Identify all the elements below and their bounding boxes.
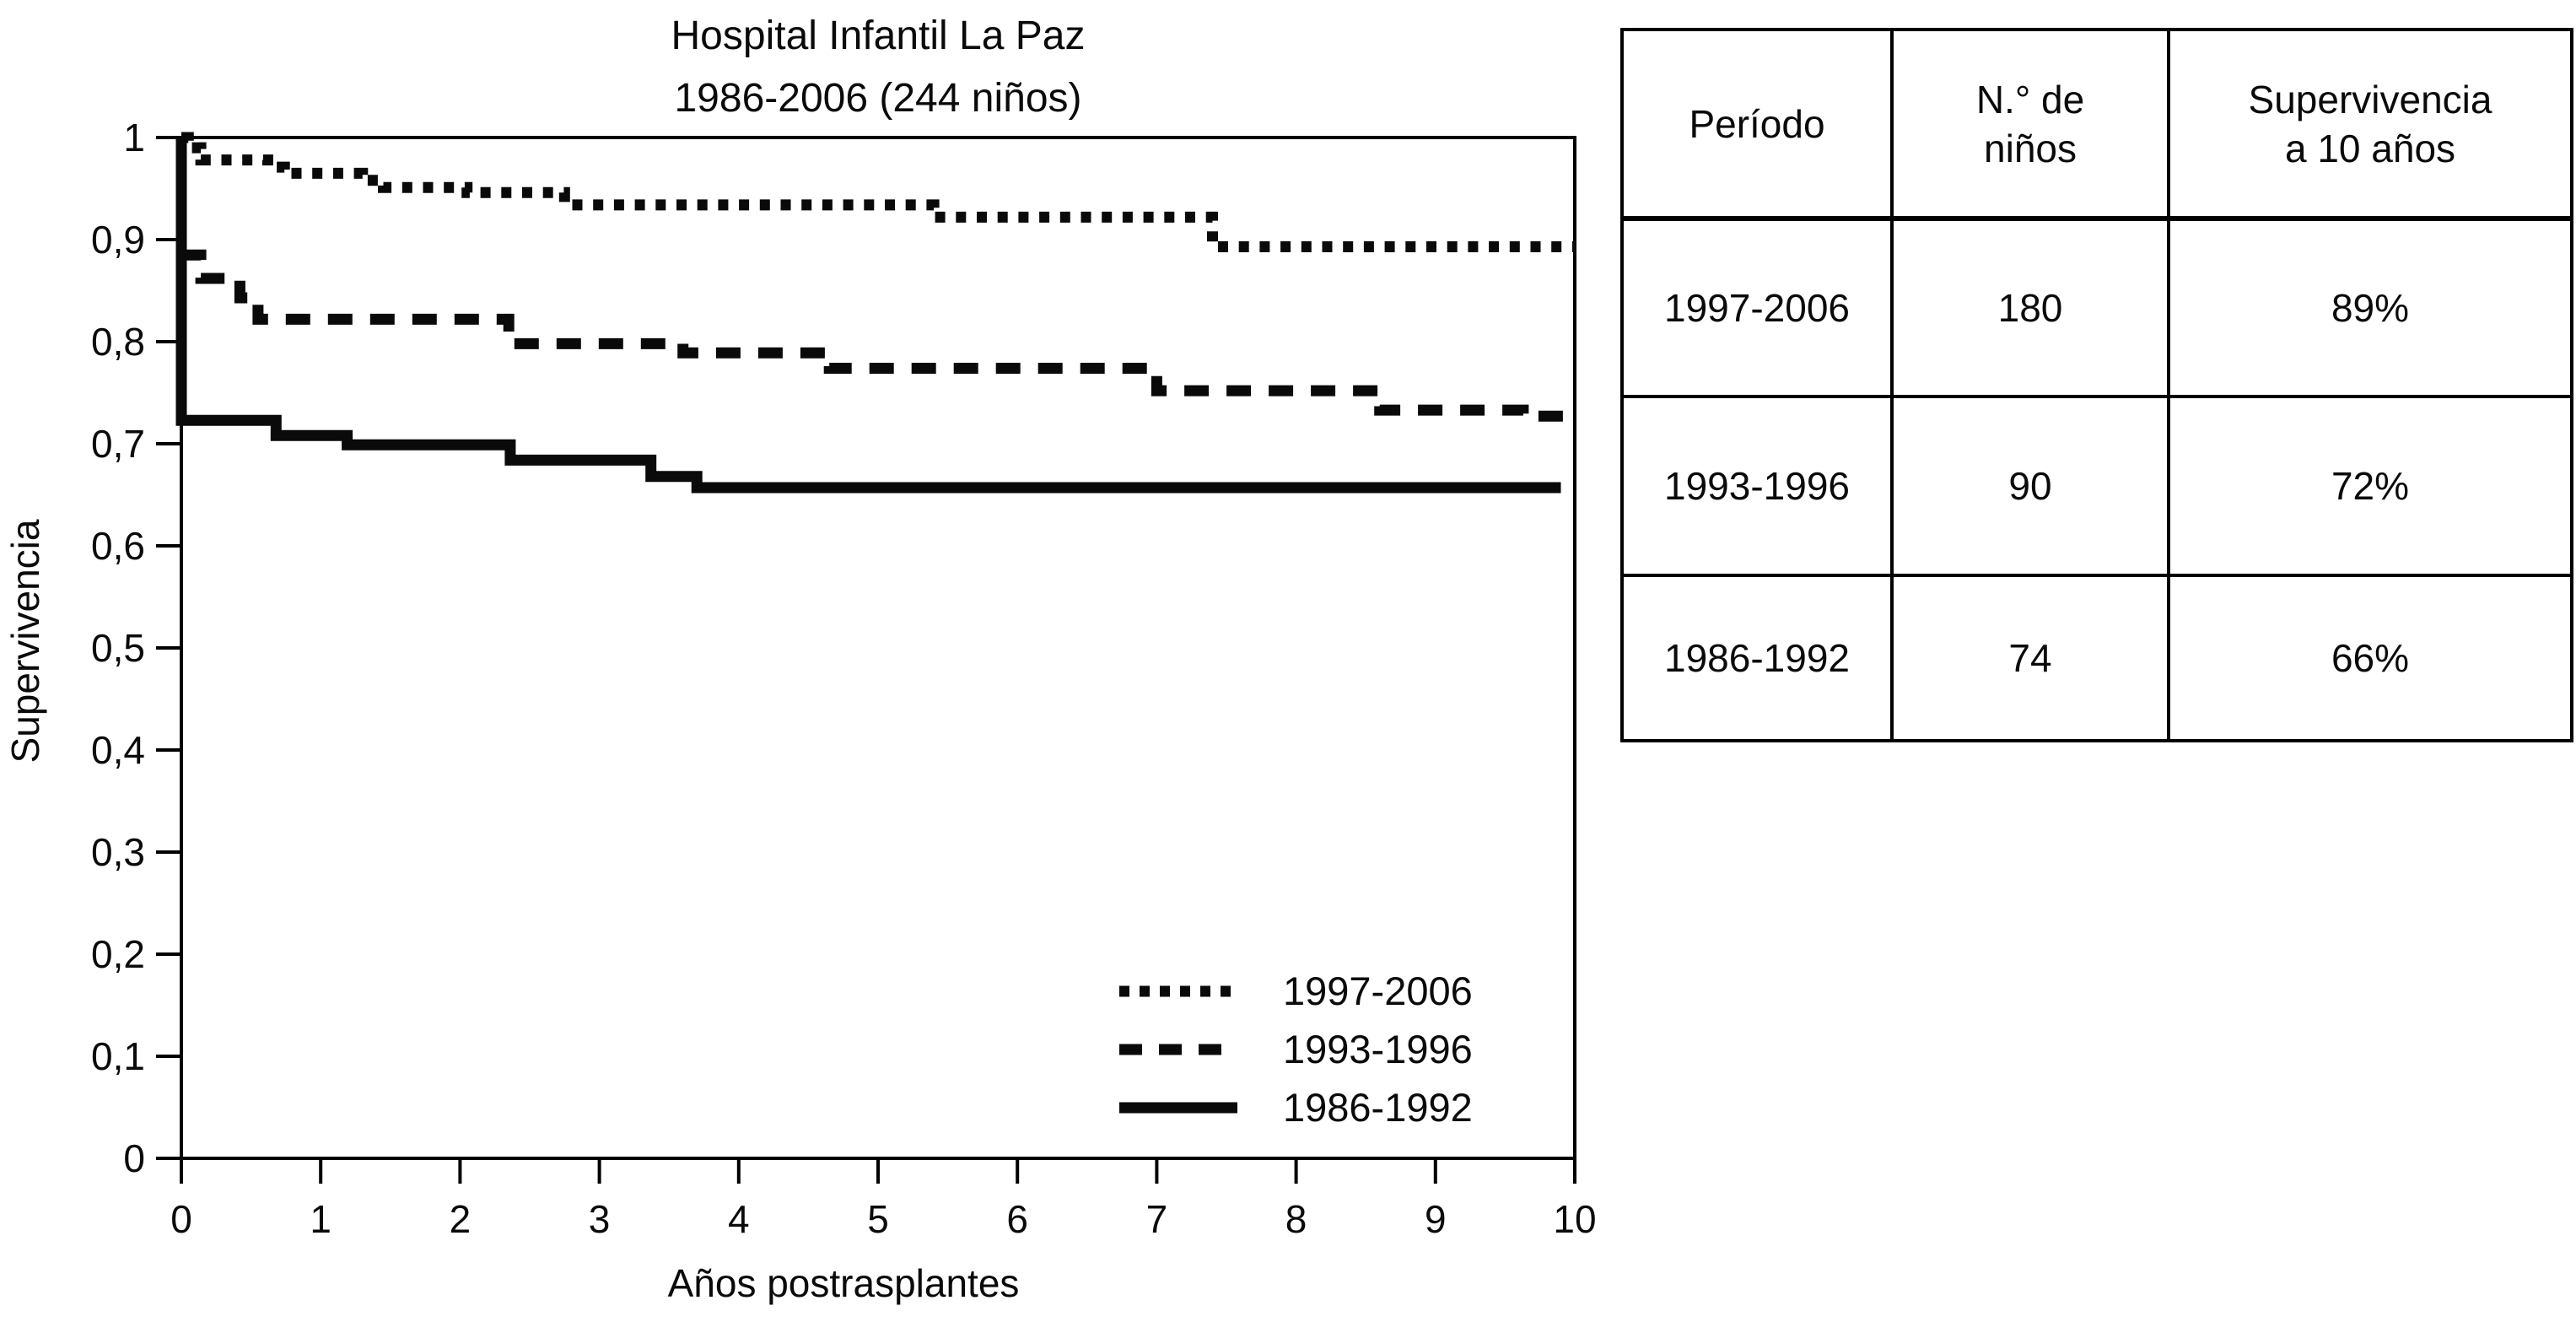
table-header-text: N.° de xyxy=(1975,77,2085,121)
table-cell: 1993-1996 xyxy=(1620,395,1894,577)
table-cell: 180 xyxy=(1890,217,2170,398)
legend-item-1993-1996: 1993-1996 xyxy=(1119,1020,1473,1078)
chart-title-line1: Hospital Infantil La Paz xyxy=(671,13,1086,58)
curve-1986-1992 xyxy=(175,138,1561,494)
legend-label: 1997-2006 xyxy=(1283,969,1473,1013)
x-tick-label: 6 xyxy=(1006,1197,1028,1241)
table-cell: 72% xyxy=(2167,395,2573,577)
curve-1993-1996 xyxy=(181,249,1575,422)
x-tick-label: 10 xyxy=(1553,1197,1596,1241)
curve-1997-2006 xyxy=(181,132,1575,252)
table-cell: 90 xyxy=(1890,395,2170,577)
table-row: 1997-2006 180 89% xyxy=(1620,217,2573,398)
y-tick-label: 0,1 xyxy=(91,1034,145,1078)
legend-item-1997-2006: 1997-2006 xyxy=(1119,962,1473,1020)
x-tick-label: 0 xyxy=(170,1197,192,1241)
table-cell: 66% xyxy=(2167,574,2573,742)
dotted-line-swatch xyxy=(1119,985,1237,996)
period-summary-table: Período N.° de niños Supervivencia a 10 años… xyxy=(1620,28,2573,742)
survival-curves xyxy=(175,132,1575,494)
y-tick-label: 0 xyxy=(123,1136,145,1180)
y-axis-title: Supervivencia xyxy=(3,519,47,763)
table-header-cell: Período xyxy=(1620,28,1894,221)
table-cell: 1997-2006 xyxy=(1620,217,1894,398)
table-cell: 1986-1992 xyxy=(1620,574,1894,742)
table-header-text: Período xyxy=(1689,101,1825,146)
table-header-cell: Supervivencia a 10 años xyxy=(2167,28,2573,221)
y-tick-label: 0,2 xyxy=(91,932,145,976)
y-tick-label: 0,8 xyxy=(91,320,145,364)
y-tick-label: 0,4 xyxy=(91,728,145,772)
x-tick-label: 2 xyxy=(450,1197,472,1241)
axis-ticks: 00,10,20,30,40,50,60,70,80,910 1 2 3 4 5 6 7 8 9 1… xyxy=(91,116,1597,1241)
table-row: 1986-1992 74 66% xyxy=(1620,574,2573,742)
chart-title-line2: 1986-2006 (244 niños) xyxy=(674,76,1082,121)
table-header-text: Supervivencia xyxy=(2248,77,2492,121)
table-header-text: niños xyxy=(1984,126,2077,170)
table-header-text: a 10 años xyxy=(2284,126,2456,170)
solid-line-swatch xyxy=(1119,1102,1237,1113)
table-header-cell: N.° de niños xyxy=(1890,28,2170,221)
legend: 1997-2006 1993-1996 1986-1992 xyxy=(1119,962,1473,1136)
y-tick-label: 0,9 xyxy=(91,218,145,262)
table-row: 1993-1996 90 72% xyxy=(1620,395,2573,577)
x-tick-label: 4 xyxy=(728,1197,750,1241)
table-header-row: Período N.° de niños Supervivencia a 10 años xyxy=(1620,28,2573,221)
x-tick-label: 1 xyxy=(310,1197,331,1241)
x-tick-label: 3 xyxy=(589,1197,611,1241)
legend-item-1986-1992: 1986-1992 xyxy=(1119,1078,1473,1136)
x-tick-label: 7 xyxy=(1146,1197,1168,1241)
x-tick-label: 9 xyxy=(1425,1197,1447,1241)
table-cell: 74 xyxy=(1890,574,2170,742)
y-tick-label: 0,3 xyxy=(91,830,145,874)
table-cell: 89% xyxy=(2167,217,2573,398)
x-tick-label: 8 xyxy=(1285,1197,1307,1241)
chart-title: Hospital Infantil La Paz 1986-2006 (244 … xyxy=(181,5,1575,130)
x-axis-title: Años postrasplantes xyxy=(668,1261,1020,1305)
dashed-line-swatch xyxy=(1119,1044,1237,1055)
legend-label: 1993-1996 xyxy=(1283,1027,1473,1071)
y-tick-label: 0,7 xyxy=(91,422,145,466)
x-tick-label: 5 xyxy=(867,1197,889,1241)
y-tick-label: 0,6 xyxy=(91,524,145,568)
y-tick-label: 1 xyxy=(123,116,145,159)
legend-label: 1986-1992 xyxy=(1283,1085,1473,1130)
y-tick-label: 0,5 xyxy=(91,626,145,670)
